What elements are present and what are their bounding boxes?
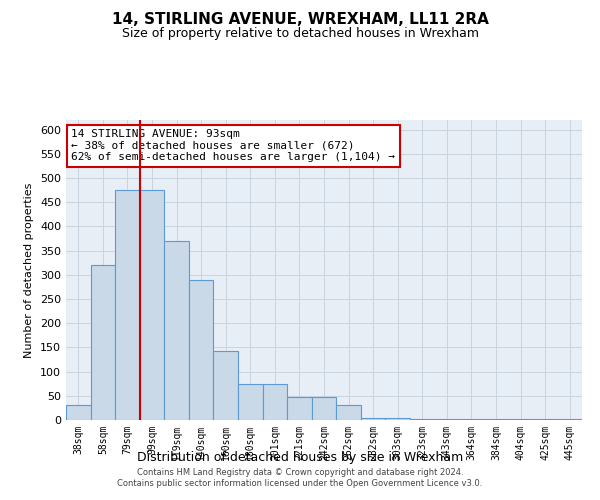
Bar — [91, 265, 115, 420]
Bar — [410, 418, 434, 420]
Bar — [140, 190, 164, 420]
Text: 14 STIRLING AVENUE: 93sqm
← 38% of detached houses are smaller (672)
62% of semi: 14 STIRLING AVENUE: 93sqm ← 38% of detac… — [71, 129, 395, 162]
Bar — [287, 398, 312, 420]
Bar — [164, 241, 189, 420]
Bar — [459, 419, 484, 420]
Bar — [189, 280, 214, 420]
Text: Contains HM Land Registry data © Crown copyright and database right 2024.
Contai: Contains HM Land Registry data © Crown c… — [118, 468, 482, 487]
Text: Distribution of detached houses by size in Wrexham: Distribution of detached houses by size … — [137, 451, 463, 464]
Bar — [557, 419, 582, 420]
Text: 14, STIRLING AVENUE, WREXHAM, LL11 2RA: 14, STIRLING AVENUE, WREXHAM, LL11 2RA — [112, 12, 488, 28]
Bar — [312, 398, 336, 420]
Bar — [361, 418, 385, 420]
Bar — [434, 419, 459, 420]
Bar — [263, 384, 287, 420]
Bar — [385, 418, 410, 420]
Bar — [484, 419, 508, 420]
Bar — [115, 190, 140, 420]
Bar — [238, 384, 263, 420]
Bar — [336, 406, 361, 420]
Bar — [214, 351, 238, 420]
Y-axis label: Number of detached properties: Number of detached properties — [25, 182, 34, 358]
Bar — [66, 406, 91, 420]
Bar — [508, 419, 533, 420]
Text: Size of property relative to detached houses in Wrexham: Size of property relative to detached ho… — [121, 28, 479, 40]
Bar — [533, 419, 557, 420]
